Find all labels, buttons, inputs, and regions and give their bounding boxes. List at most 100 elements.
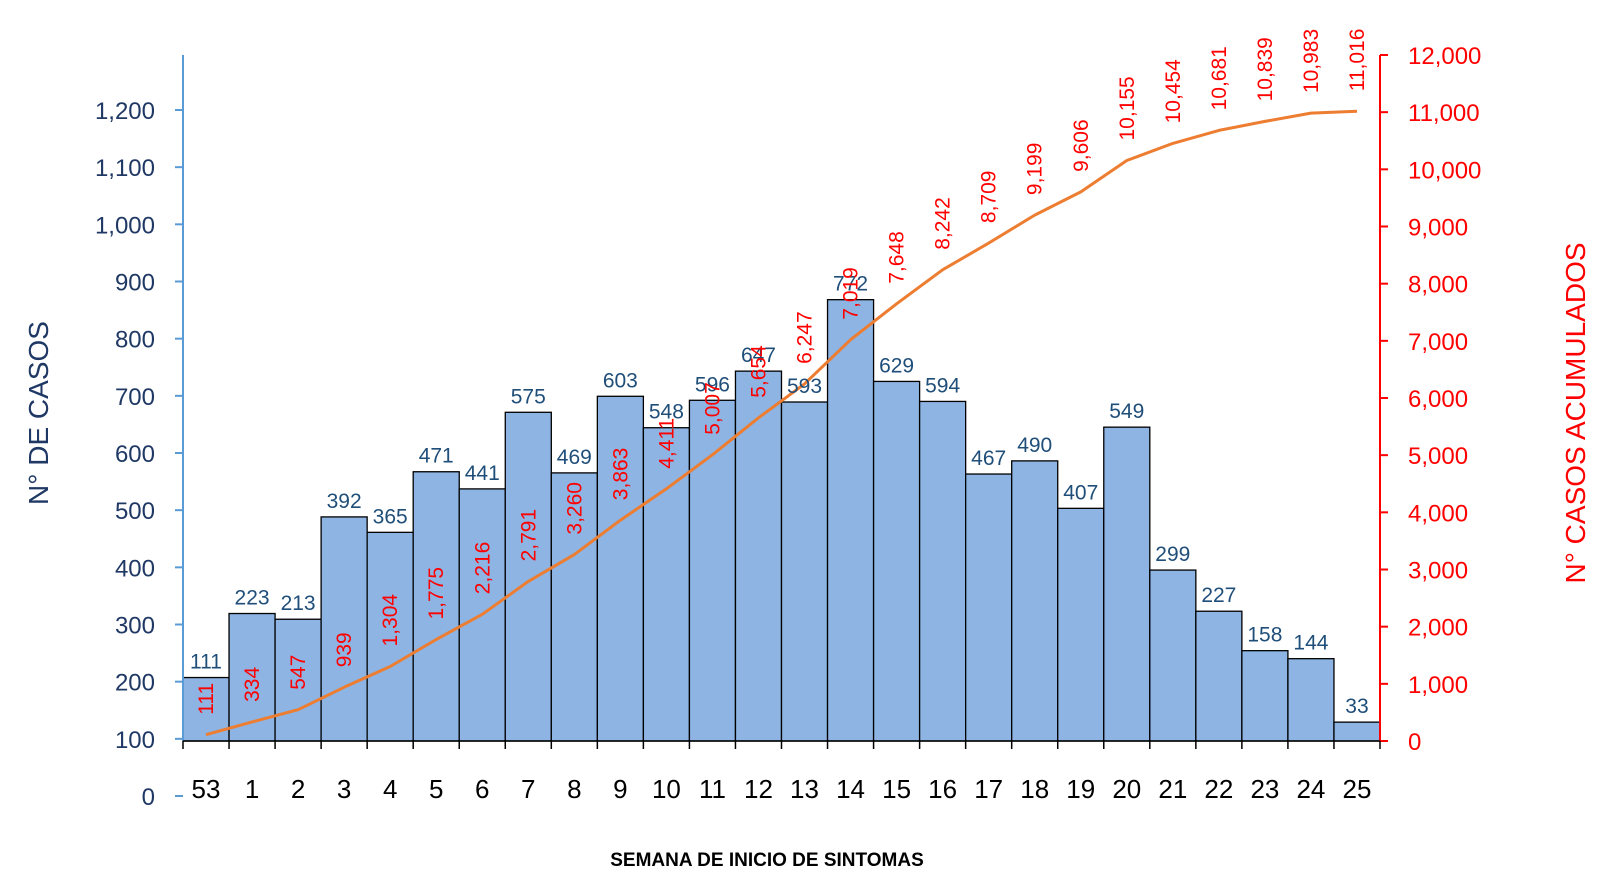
x-tick-label: 4 — [383, 774, 397, 804]
bar-data-label: 407 — [1063, 481, 1098, 504]
x-tick-label: 3 — [337, 774, 351, 804]
x-tick-label: 13 — [790, 774, 819, 804]
bar-19 — [1057, 507, 1105, 742]
cumulative-data-label: 4,411 — [655, 418, 678, 469]
bar-3 — [320, 516, 368, 742]
bar-data-label: 549 — [1109, 400, 1144, 423]
x-tick-label: 6 — [475, 774, 489, 804]
x-tick-label: 24 — [1296, 774, 1325, 804]
cumulative-data-label: 939 — [333, 632, 356, 667]
bar-data-label: 629 — [879, 354, 914, 377]
bar-10 — [642, 427, 691, 742]
y-tick-label: 700 — [115, 384, 155, 411]
cumulative-line — [205, 109, 1358, 737]
bar-13 — [780, 401, 829, 742]
axes-group: 01002003004005006007008009001,0001,1001,… — [95, 43, 1481, 811]
bar-data-label: 469 — [557, 446, 592, 469]
bar-9 — [596, 395, 645, 742]
cumulative-data-label: 5,007 — [701, 382, 724, 435]
cumulative-data-label: 2,791 — [517, 509, 540, 562]
x-tick-label: 10 — [652, 774, 681, 804]
y-axis-title: N° DE CASOS — [23, 321, 54, 505]
cumulative-data-label: 3,260 — [563, 482, 586, 535]
y-tick-label: 100 — [115, 727, 155, 754]
y2-axis-title: N° CASOS ACUMULADOS — [1560, 242, 1591, 583]
x-tick-label: 9 — [613, 774, 627, 804]
x-tick-label: 19 — [1066, 774, 1095, 804]
bar-data-label: 594 — [925, 374, 960, 397]
cumulative-data-label: 9,606 — [1070, 119, 1093, 172]
y-tick-label: 800 — [115, 327, 155, 354]
cumulative-data-label: 10,454 — [1162, 59, 1185, 124]
bar-data-label: 227 — [1201, 584, 1236, 607]
cumulative-data-label: 10,983 — [1300, 29, 1323, 93]
y-tick-label: 600 — [115, 441, 155, 468]
bar-25 — [1333, 721, 1381, 742]
x-axis-title: SEMANA DE INICIO DE SINTOMAS — [610, 850, 924, 871]
x-tick-label: 21 — [1158, 774, 1187, 804]
cumulative-data-label: 3,863 — [609, 448, 632, 501]
x-tick-label: 53 — [192, 774, 221, 804]
y2-tick-label: 4,000 — [1408, 500, 1468, 527]
bar-data-label: 772 — [833, 273, 868, 296]
bar-15 — [872, 380, 921, 742]
bar-data-label: 111 — [190, 651, 222, 674]
x-tick-label: 2 — [291, 774, 305, 804]
bar-data-label: 467 — [971, 447, 1006, 470]
bar-22 — [1195, 610, 1243, 742]
y2-tick-label: 6,000 — [1408, 386, 1468, 413]
bar-20 — [1103, 426, 1151, 742]
y-tick-label: 1,000 — [95, 212, 155, 239]
y-tick-label: 0 — [142, 784, 155, 811]
bar-data-label: 603 — [603, 369, 638, 392]
bar-17 — [965, 473, 1013, 742]
bar-data-label: 647 — [741, 344, 776, 367]
bar-21 — [1149, 569, 1197, 742]
cumulative-data-label: 111 — [195, 683, 218, 715]
cumulative-data-label: 10,155 — [1116, 76, 1139, 140]
bar-data-label: 392 — [327, 490, 362, 513]
bar-24 — [1287, 658, 1335, 742]
cumulative-data-label: 7,019 — [840, 267, 863, 320]
x-tick-label: 18 — [1020, 774, 1049, 804]
bar-12 — [734, 370, 783, 742]
x-tick-label: 16 — [928, 774, 957, 804]
y2-tick-label: 12,000 — [1408, 43, 1481, 70]
y2-tick-label: 3,000 — [1408, 558, 1468, 585]
bar-23 — [1241, 650, 1289, 742]
x-tick-label: 25 — [1343, 774, 1372, 804]
y2-tick-label: 8,000 — [1408, 272, 1468, 299]
cumulative-data-label: 7,648 — [886, 231, 909, 284]
x-tick-label: 12 — [744, 774, 773, 804]
cumulative-data-label: 11,016 — [1346, 29, 1369, 92]
bar-data-label: 593 — [787, 375, 822, 398]
bar-data-label: 441 — [465, 462, 500, 485]
y2-tick-label: 9,000 — [1408, 215, 1468, 242]
x-tick-label: 1 — [245, 774, 259, 804]
bar-data-label: 299 — [1155, 543, 1190, 566]
bars-group — [182, 299, 1381, 742]
cumulative-line-group — [205, 109, 1358, 737]
y-tick-label: 1,100 — [95, 155, 155, 182]
y2-tick-label: 2,000 — [1408, 615, 1468, 642]
y-tick-label: 900 — [115, 270, 155, 297]
bar-1 — [228, 612, 276, 742]
y-tick-label: 300 — [115, 613, 155, 640]
x-tick-label: 22 — [1204, 774, 1233, 804]
bar-data-label: 596 — [695, 373, 730, 396]
cumulative-data-label: 10,839 — [1254, 37, 1277, 101]
y2-tick-label: 0 — [1408, 729, 1421, 756]
x-tick-label: 15 — [882, 774, 911, 804]
x-tick-label: 14 — [836, 774, 865, 804]
bar-14 — [826, 299, 875, 742]
y2-tick-label: 11,000 — [1408, 100, 1480, 127]
x-tick-label: 7 — [521, 774, 535, 804]
bar-data-label: 490 — [1017, 434, 1052, 457]
cumulative-data-label: 6,247 — [794, 311, 817, 364]
cumulative-data-label: 2,216 — [471, 542, 494, 595]
x-tick-label: 5 — [429, 774, 443, 804]
bar-data-label: 158 — [1247, 624, 1282, 647]
bar-18 — [1011, 460, 1059, 742]
